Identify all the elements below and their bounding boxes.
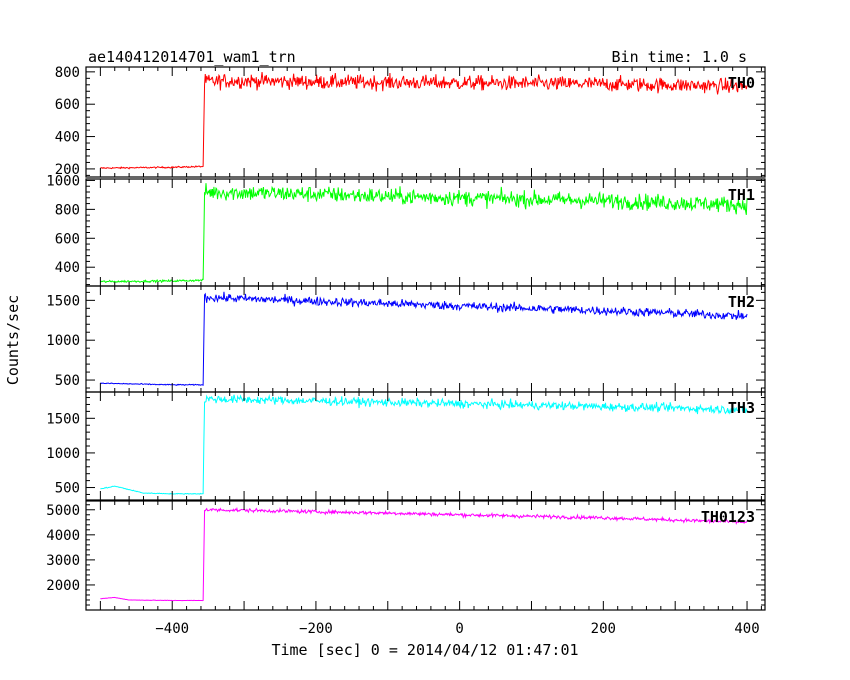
series-label: TH0 <box>728 74 755 92</box>
series-line-th0 <box>100 71 748 170</box>
series-label: TH2 <box>728 293 755 311</box>
panel-frame <box>85 178 766 287</box>
chart-title: ae140412014701_wam1_trn <box>88 48 296 66</box>
y-tick-label: 500 <box>55 373 80 389</box>
y-tick-label: 400 <box>55 260 80 276</box>
bin-time-label: Bin time: 1.0 s <box>612 48 747 66</box>
x-tick-label: 400 <box>734 621 759 637</box>
x-tick-label: −400 <box>155 621 189 637</box>
y-tick-label: 1000 <box>46 446 80 462</box>
y-tick-label: 4000 <box>46 528 80 544</box>
y-tick-label: 5000 <box>46 503 80 519</box>
series-line-th2 <box>100 291 748 386</box>
panel-th0: 200 400 600 800 TH0 <box>55 65 766 178</box>
panel-th3: 500 1000 1500 TH3 <box>46 391 766 501</box>
y-tick-label: 1500 <box>46 293 80 309</box>
panel-th0123: 2000 3000 4000 5000 TH0123 <box>46 500 766 611</box>
series-line-th0123 <box>100 506 748 602</box>
y-tick-label: 1000 <box>46 333 80 349</box>
y-tick-label: 400 <box>55 130 80 146</box>
panel-th2: 500 1000 1500 TH2 <box>46 285 766 393</box>
panel-th1: 400 600 800 1000 TH1 <box>46 173 766 287</box>
series-label: TH1 <box>728 186 755 204</box>
y-tick-label: 600 <box>55 231 80 247</box>
x-axis-label: Time [sec] 0 = 2014/04/12 01:47:01 <box>271 641 578 659</box>
y-tick-label: 1500 <box>46 411 80 427</box>
series-label: TH0123 <box>701 508 755 526</box>
y-tick-label: 800 <box>55 202 80 218</box>
y-axis-label: Counts/sec <box>4 295 22 385</box>
y-tick-label: 200 <box>55 162 80 178</box>
panel-frame <box>85 66 766 178</box>
x-tick-label: −200 <box>299 621 333 637</box>
y-tick-label: 1000 <box>46 173 80 189</box>
y-tick-label: 800 <box>55 65 80 81</box>
series-line-th1 <box>100 183 748 284</box>
y-tick-label: 600 <box>55 97 80 113</box>
panels: 200 400 600 800 TH0 400 600 800 1000 TH1 500 1000 15… <box>46 65 766 637</box>
y-tick-label: 2000 <box>46 578 80 594</box>
x-tick-label: 0 <box>455 621 463 637</box>
series-line-th3 <box>100 394 748 495</box>
series-label: TH3 <box>728 399 755 417</box>
panel-frame <box>85 285 766 393</box>
panel-frame <box>85 391 766 501</box>
x-tick-label: 200 <box>591 621 616 637</box>
y-tick-label: 3000 <box>46 553 80 569</box>
y-tick-label: 500 <box>55 481 80 497</box>
panel-frame <box>85 500 766 611</box>
